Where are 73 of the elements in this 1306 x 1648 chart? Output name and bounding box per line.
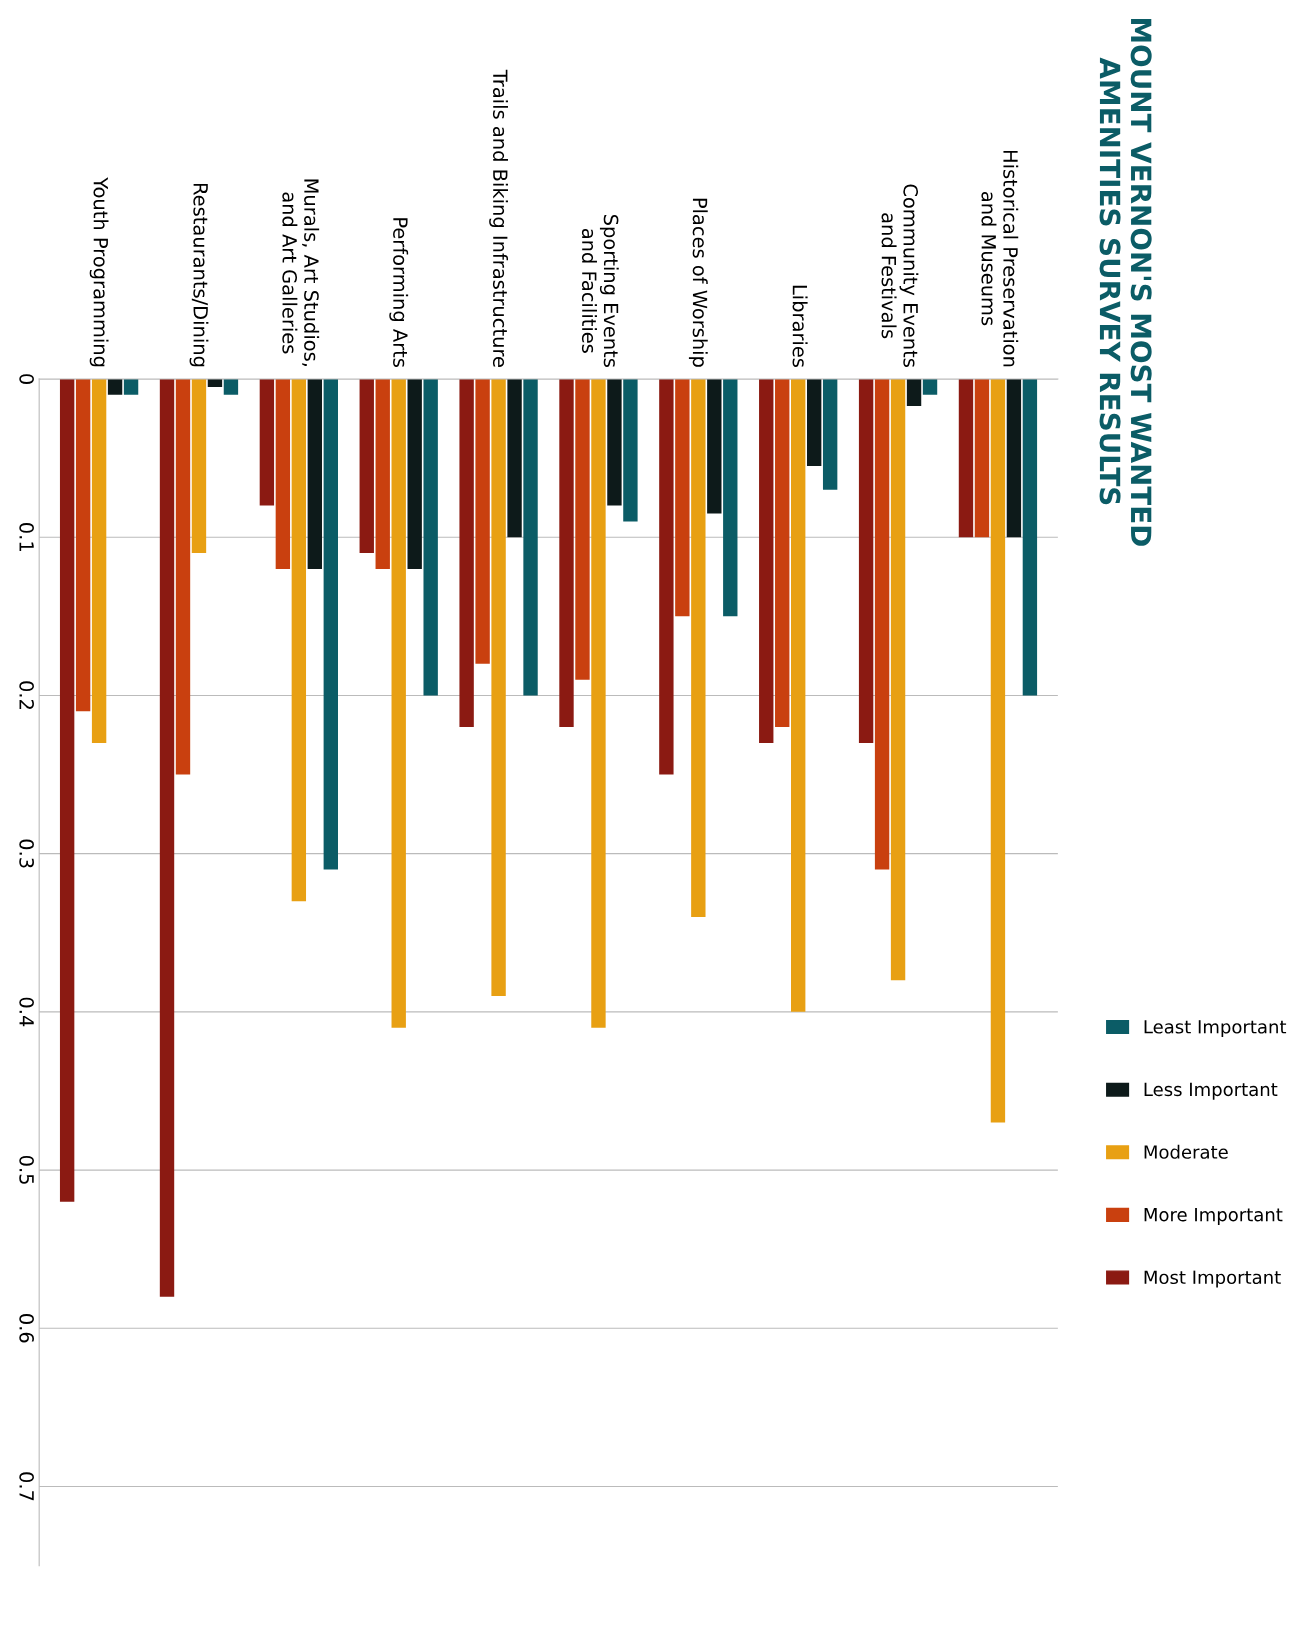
bar <box>958 379 974 538</box>
y-tick-label: 0.2 <box>19 681 34 709</box>
bar <box>407 379 422 569</box>
y-tick-label: 0.7 <box>19 1472 34 1501</box>
bar <box>675 379 690 617</box>
bar <box>890 379 906 981</box>
bar <box>359 379 374 554</box>
bar <box>775 379 790 728</box>
bar <box>275 379 291 569</box>
bar <box>874 379 890 870</box>
bar <box>922 379 938 395</box>
x-tick-label: Performing Arts <box>389 218 409 367</box>
text: MOUNT VERNON'S MOST WANTED AMENITIES SURVEY RESULTS <box>1099 19 1152 546</box>
bar <box>123 379 139 395</box>
bar <box>858 379 874 743</box>
bar <box>507 379 522 538</box>
bar <box>974 379 990 538</box>
x-tick-label: Sporting Events and Facilities <box>581 214 619 367</box>
bar <box>391 379 406 1028</box>
x-tick-label: Murals, Art Studios, and Art Galleries <box>282 179 320 367</box>
bar <box>623 379 638 522</box>
x-tick-label: Restaurants/Dining <box>189 183 209 367</box>
bar <box>1006 379 1022 538</box>
y-tick-label: 0.6 <box>19 1314 34 1343</box>
bar <box>307 379 323 569</box>
bar <box>323 379 338 870</box>
y-tick-label: 0 <box>19 374 34 384</box>
bar <box>375 379 390 569</box>
x-tick-label: Historical Preservation and Museums <box>981 150 1019 367</box>
legend-label: Most Important <box>1144 1270 1281 1288</box>
bar <box>75 379 91 712</box>
bar <box>559 379 574 728</box>
bar <box>591 379 606 1028</box>
bar <box>459 379 474 728</box>
bar <box>475 379 490 664</box>
y-tick-label: 0.1 <box>19 523 34 551</box>
bar <box>990 379 1006 1123</box>
x-tick-label: Youth Programming <box>89 177 109 367</box>
bar <box>159 379 175 1297</box>
bar <box>59 379 75 1202</box>
legend-label: More Important <box>1144 1208 1283 1225</box>
bar <box>107 379 123 395</box>
bar <box>806 379 822 467</box>
bar <box>691 379 706 917</box>
x-tick-label: Places of Worship <box>688 198 708 367</box>
bar <box>607 379 622 506</box>
bar <box>575 379 590 680</box>
bar <box>491 379 506 997</box>
bar <box>291 379 307 902</box>
bar <box>906 379 922 406</box>
bar <box>223 379 239 395</box>
legend-label: Moderate <box>1144 1144 1228 1159</box>
x-tick-label: Trails and Biking Infrastructure <box>489 69 508 367</box>
bar <box>707 379 722 514</box>
bar <box>191 379 207 554</box>
y-tick-label: 0.4 <box>19 997 34 1027</box>
y-tick-label: 0.5 <box>19 1155 34 1184</box>
bar <box>91 379 107 743</box>
legend-label: Least Important <box>1144 1020 1287 1038</box>
bar <box>423 379 438 696</box>
bar <box>659 379 674 775</box>
bar <box>791 379 806 1012</box>
bar <box>723 379 738 617</box>
bar <box>822 379 838 490</box>
bar <box>175 379 191 775</box>
bar <box>759 379 774 743</box>
bar <box>1022 379 1038 696</box>
x-tick-label: Libraries <box>792 285 808 367</box>
legend-label: Less Important <box>1144 1082 1278 1100</box>
x-tick-label: Community Events and Festivals <box>881 184 919 367</box>
bar <box>523 379 538 696</box>
bar <box>259 379 275 506</box>
y-tick-label: 0.3 <box>19 839 34 868</box>
